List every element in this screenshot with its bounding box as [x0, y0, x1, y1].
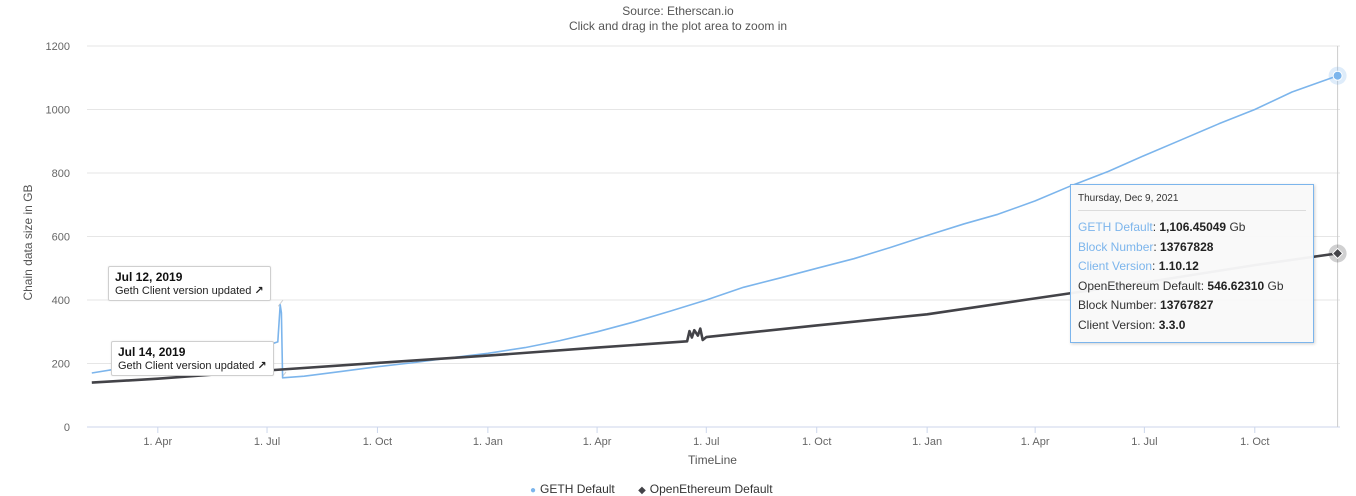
tooltip-geth-value: GETH Default: 1,106.45049 Gb: [1078, 220, 1246, 234]
geth-series-line[interactable]: [91, 74, 1338, 379]
tooltip-oe-value: OpenEthereum Default: 546.62310 Gb: [1078, 278, 1284, 293]
annotation-jul-12[interactable]: Jul 12, 2019 Geth Client version updated…: [108, 266, 271, 301]
annotation-jul-14[interactable]: Jul 14, 2019 Geth Client version updated…: [111, 341, 274, 376]
x-tick-label: 1. Oct: [1240, 436, 1269, 448]
y-axis-title: Chain data size in GB: [21, 184, 35, 300]
tooltip-date: Thursday, Dec 9, 2021: [1078, 193, 1306, 211]
x-tick-label: 1. Jul: [254, 436, 280, 448]
annotation-text: Geth Client version updated: [115, 285, 252, 297]
annotation-date: Jul 14, 2019: [118, 345, 186, 359]
tooltip-oe-client: Client Version: 3.3.0: [1078, 317, 1186, 332]
x-tick-label: 1. Jul: [693, 436, 719, 448]
x-axis-title: TimeLine: [688, 453, 737, 467]
y-tick-label: 1200: [46, 41, 70, 53]
x-tick-label: 1. Jul: [1131, 436, 1157, 448]
legend-marker-icon: ◆: [638, 485, 646, 496]
tooltip-geth-block: Block Number: 13767828: [1078, 239, 1214, 254]
x-tick-label: 1. Jan: [473, 436, 503, 448]
annotation-text: Geth Client version updated: [118, 360, 255, 372]
external-link-icon[interactable]: ↗: [257, 360, 267, 372]
y-tick-label: 800: [52, 168, 70, 180]
annotation-date: Jul 12, 2019: [115, 270, 183, 284]
legend-marker-icon: ●: [530, 485, 537, 496]
annotation-connector: [277, 299, 284, 307]
zoom-hint: Click and drag in the plot area to zoom …: [568, 19, 788, 33]
openethereum-series-line[interactable]: [91, 252, 1338, 384]
x-tick-label: 1. Oct: [802, 436, 831, 448]
y-tick-label: 1000: [46, 105, 70, 117]
x-tick-label: 1. Apr: [1021, 436, 1050, 448]
legend-item-geth[interactable]: ● GETH Default: [530, 482, 615, 496]
x-tick-label: 1. Apr: [583, 436, 612, 448]
y-tick-label: 600: [52, 232, 70, 244]
chart-source: Source: Etherscan.io: [622, 4, 734, 18]
y-tick-label: 0: [64, 422, 70, 434]
legend: ● GETH Default ◆ OpenEthereum Default: [530, 482, 793, 496]
tooltip-oe-block: Block Number: 13767827: [1078, 298, 1214, 312]
x-tick-label: 1. Jan: [912, 436, 942, 448]
y-tick-label: 400: [52, 295, 70, 307]
external-link-icon[interactable]: ↗: [254, 285, 264, 297]
y-tick-label: 200: [52, 359, 70, 371]
legend-item-openethereum[interactable]: ◆ OpenEthereum Default: [638, 482, 773, 496]
x-tick-label: 1. Oct: [363, 436, 392, 448]
x-tick-label: 1. Apr: [143, 436, 172, 448]
data-tooltip: Thursday, Dec 9, 2021 GETH Default: 1,10…: [1070, 184, 1314, 343]
openethereum-hover-marker[interactable]: [1331, 247, 1344, 260]
geth-hover-marker[interactable]: [1332, 70, 1343, 81]
tooltip-geth-client: Client Version: 1.10.12: [1078, 259, 1199, 273]
